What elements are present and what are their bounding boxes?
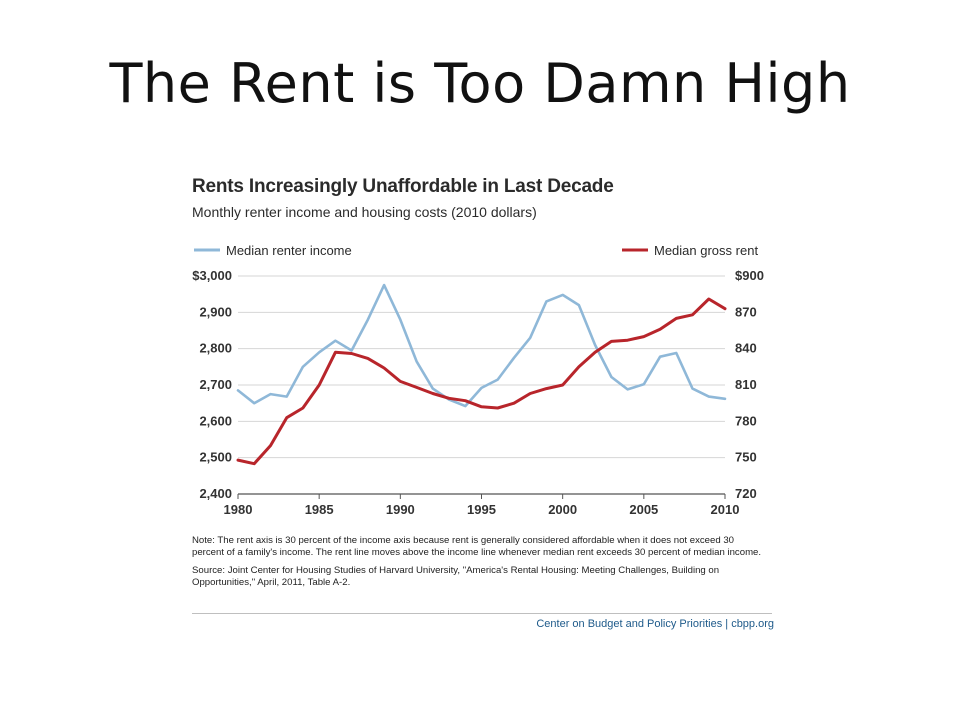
y-right-tick-label: 780 (735, 413, 757, 428)
chart-title: Rents Increasingly Unaffordable in Last … (192, 176, 614, 197)
y-left-tick-label: 2,500 (199, 450, 232, 465)
y-left-tick-label: 2,400 (199, 486, 232, 501)
y-right-tick-label: 750 (735, 450, 757, 465)
y-left-tick-label: 2,800 (199, 341, 232, 356)
y-right-tick-label: 720 (735, 486, 757, 501)
chart-notes: Note: The rent axis is 30 percent of the… (192, 535, 762, 595)
line-chart: 2,400 2,500 2,600 2,700 2,800 2,900 $3,000 720 7… (192, 243, 764, 517)
x-tick-label: 2010 (711, 502, 740, 517)
y-right-tick-label: 810 (735, 377, 757, 392)
x-tick-label: 2000 (548, 502, 577, 517)
y-left-tick-label: $3,000 (192, 268, 232, 283)
chart-figure: Rents Increasingly Unaffordable in Last … (180, 168, 780, 638)
x-tick-label: 1985 (305, 502, 334, 517)
y-left-tick-label: 2,600 (199, 413, 232, 428)
x-tick-label: 1980 (224, 502, 253, 517)
y-left-tick-label: 2,700 (199, 377, 232, 392)
legend-label-rent: Median gross rent (654, 243, 758, 258)
x-tick-label: 1995 (467, 502, 496, 517)
income-series-line (236, 283, 727, 408)
rent-series-line (236, 297, 727, 466)
y-right-tick-label: 840 (735, 341, 757, 356)
y-right-tick-label: $900 (735, 268, 764, 283)
credit-text: Center on Budget and Policy Priorities |… (536, 618, 774, 630)
note-text: Note: The rent axis is 30 percent of the… (192, 535, 762, 558)
legend-label-income: Median renter income (226, 243, 352, 258)
chart-subtitle: Monthly renter income and housing costs … (192, 204, 537, 220)
x-tick-label: 1990 (386, 502, 415, 517)
slide-title: The Rent is Too Damn High (109, 52, 851, 115)
y-right-tick-label: 870 (735, 304, 757, 319)
footer-divider (192, 613, 772, 614)
x-tick-label: 2005 (629, 502, 658, 517)
source-text: Source: Joint Center for Housing Studies… (192, 565, 720, 588)
y-left-tick-label: 2,900 (199, 304, 232, 319)
